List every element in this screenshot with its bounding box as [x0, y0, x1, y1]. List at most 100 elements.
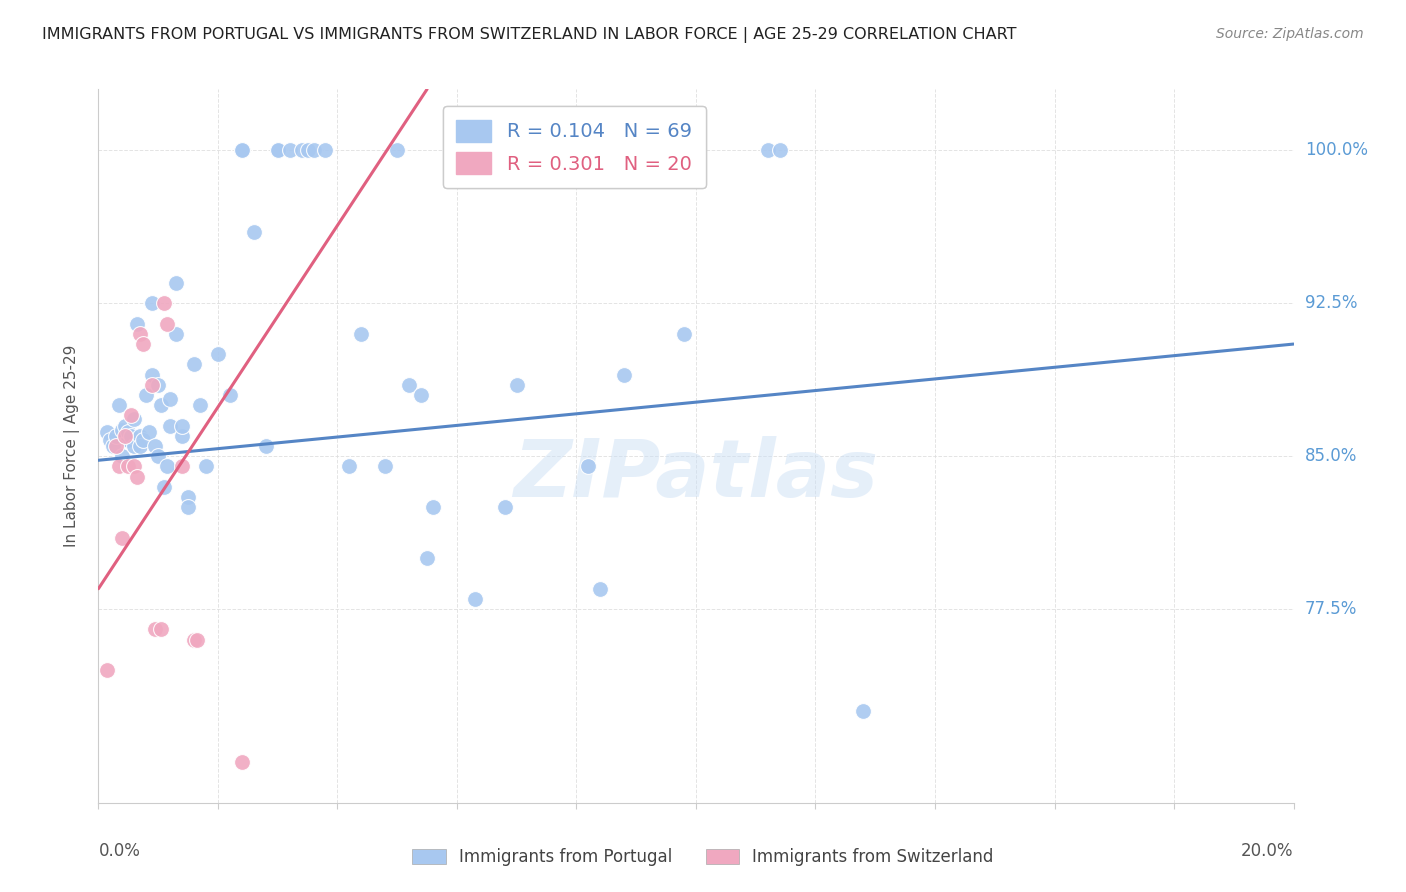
Text: 20.0%: 20.0%	[1241, 842, 1294, 860]
Point	[108, 459, 131, 474]
Point	[111, 531, 134, 545]
Point	[290, 144, 312, 158]
Point	[314, 144, 337, 158]
Point	[177, 490, 200, 504]
Point	[422, 500, 444, 515]
Point	[186, 632, 208, 647]
Point	[374, 459, 396, 474]
Point	[156, 317, 179, 331]
Point	[350, 326, 373, 341]
Text: 85.0%: 85.0%	[1305, 447, 1357, 466]
Point	[183, 358, 205, 372]
Point	[148, 449, 170, 463]
Legend: R = 0.104   N = 69, R = 0.301   N = 20: R = 0.104 N = 69, R = 0.301 N = 20	[443, 106, 706, 188]
Text: 77.5%: 77.5%	[1305, 600, 1357, 618]
Point	[188, 398, 211, 412]
Point	[108, 398, 131, 412]
Point	[129, 326, 152, 341]
Point	[111, 423, 134, 437]
Point	[159, 392, 181, 406]
Point	[589, 582, 612, 596]
Point	[124, 412, 146, 426]
Point	[231, 755, 253, 769]
Point	[150, 398, 173, 412]
Point	[135, 388, 157, 402]
Point	[756, 144, 779, 158]
Point	[219, 388, 242, 402]
Point	[768, 144, 790, 158]
Point	[254, 439, 277, 453]
Point	[124, 439, 146, 453]
Point	[148, 377, 170, 392]
Text: 0.0%: 0.0%	[98, 842, 141, 860]
Point	[172, 418, 194, 433]
Point	[385, 144, 409, 158]
Point	[114, 418, 136, 433]
Point	[117, 459, 139, 474]
Point	[159, 418, 181, 433]
Point	[278, 144, 301, 158]
Point	[141, 368, 163, 382]
Point	[143, 623, 166, 637]
Point	[172, 429, 194, 443]
Point	[673, 326, 696, 341]
Y-axis label: In Labor Force | Age 25-29: In Labor Force | Age 25-29	[63, 345, 80, 547]
Point	[576, 459, 599, 474]
Point	[194, 459, 218, 474]
Point	[302, 144, 325, 158]
Point	[411, 388, 433, 402]
Text: ZIPatlas: ZIPatlas	[513, 435, 879, 514]
Point	[138, 425, 160, 439]
Point	[243, 225, 266, 239]
Point	[231, 144, 253, 158]
Point	[120, 409, 142, 423]
Point	[267, 144, 290, 158]
Point	[153, 480, 176, 494]
Point	[124, 459, 146, 474]
Point	[96, 425, 118, 439]
Point	[172, 459, 194, 474]
Point	[141, 377, 163, 392]
Point	[132, 433, 155, 447]
Point	[183, 632, 205, 647]
Point	[506, 377, 529, 392]
Point	[150, 623, 173, 637]
Text: IMMIGRANTS FROM PORTUGAL VS IMMIGRANTS FROM SWITZERLAND IN LABOR FORCE | AGE 25-: IMMIGRANTS FROM PORTUGAL VS IMMIGRANTS F…	[42, 27, 1017, 43]
Point	[127, 317, 149, 331]
Point	[143, 439, 166, 453]
Point	[120, 429, 142, 443]
Point	[117, 425, 139, 439]
Point	[111, 449, 134, 463]
Point	[398, 377, 420, 392]
Point	[267, 144, 290, 158]
Point	[156, 459, 179, 474]
Point	[103, 439, 125, 453]
Point	[494, 500, 516, 515]
Point	[105, 429, 128, 443]
Point	[613, 368, 636, 382]
Point	[129, 439, 152, 453]
Point	[231, 144, 253, 158]
Point	[416, 551, 439, 566]
Point	[177, 500, 200, 515]
Point	[98, 433, 122, 447]
Point	[207, 347, 229, 361]
Legend: Immigrants from Portugal, Immigrants from Switzerland: Immigrants from Portugal, Immigrants fro…	[404, 840, 1002, 875]
Point	[96, 663, 118, 677]
Point	[297, 144, 319, 158]
Point	[153, 296, 176, 310]
Point	[165, 326, 187, 341]
Point	[339, 459, 360, 474]
Point	[165, 276, 187, 290]
Point	[852, 704, 875, 718]
Point	[132, 337, 155, 351]
Point	[464, 591, 486, 606]
Point	[129, 429, 152, 443]
Text: 92.5%: 92.5%	[1305, 294, 1357, 312]
Point	[105, 439, 128, 453]
Text: 100.0%: 100.0%	[1305, 141, 1368, 160]
Text: Source: ZipAtlas.com: Source: ZipAtlas.com	[1216, 27, 1364, 41]
Point	[127, 469, 149, 483]
Point	[117, 433, 139, 447]
Point	[114, 429, 136, 443]
